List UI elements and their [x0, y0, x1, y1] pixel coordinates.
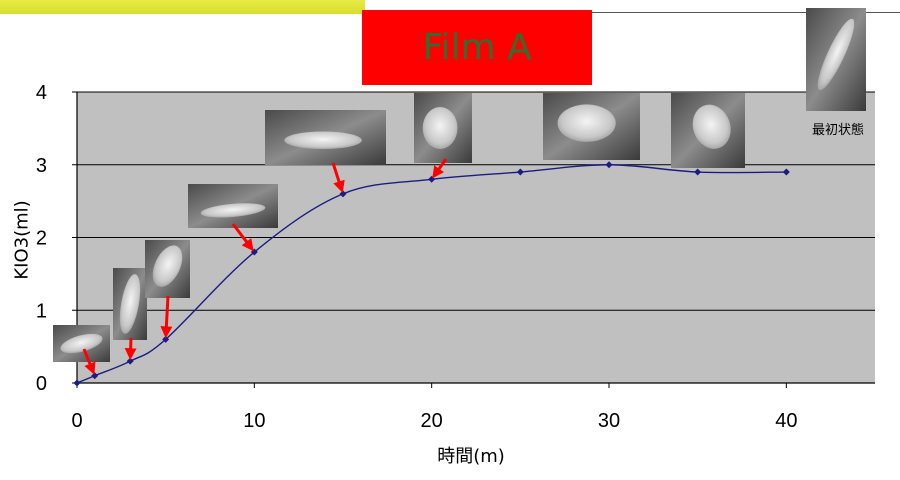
photo-film-sample — [557, 104, 616, 142]
x-tick-label: 30 — [598, 410, 620, 432]
red-arrow — [82, 348, 96, 375]
red-arrow — [124, 337, 137, 361]
data-points — [73, 161, 790, 387]
sample-photo — [543, 93, 640, 160]
data-point — [694, 168, 702, 176]
data-point — [605, 161, 613, 169]
sample-photo — [188, 184, 278, 228]
y-tick-label: 3 — [36, 155, 47, 177]
y-tick-label: 4 — [36, 82, 47, 104]
y-tick-label: 1 — [36, 300, 47, 322]
sample-photo — [53, 325, 110, 362]
data-point — [73, 379, 81, 387]
y-tick-label: 2 — [36, 228, 47, 250]
red-arrow — [331, 162, 345, 193]
initial-state-label: 最初状態 — [811, 123, 865, 138]
chart-title: Film A — [422, 26, 532, 68]
initial-state-photo — [806, 8, 866, 111]
x-tick-label: 10 — [243, 410, 265, 432]
header-accent-bar — [0, 0, 365, 14]
photo-film-sample — [60, 333, 103, 354]
photo-arrows — [82, 158, 448, 375]
photo-film-sample — [284, 131, 362, 150]
sample-photo — [265, 110, 386, 165]
red-arrow — [231, 223, 254, 252]
sample-photo — [671, 93, 745, 168]
header-rule — [365, 12, 900, 13]
data-point — [516, 168, 524, 176]
sample-photo — [414, 93, 472, 163]
sample-photos — [53, 8, 866, 362]
x-tick-label: 20 — [421, 410, 443, 432]
data-point — [782, 168, 790, 176]
chart-title-box: Film A — [362, 10, 592, 85]
y-tick-label: 0 — [36, 373, 47, 395]
photo-film-sample — [692, 104, 731, 149]
red-arrow — [160, 295, 173, 339]
photo-film-sample — [817, 18, 855, 91]
red-arrow — [432, 158, 448, 179]
x-axis-label: 時間(m) — [437, 446, 505, 467]
sample-photo — [113, 268, 147, 340]
photo-film-sample — [119, 274, 141, 334]
photo-film-sample — [200, 203, 266, 218]
photo-film-sample — [422, 107, 458, 149]
y-axis-label: KIO3(ml) — [11, 200, 33, 280]
photo-film-sample — [152, 245, 183, 287]
x-tick-label: 0 — [71, 410, 82, 432]
sample-photo — [145, 240, 190, 298]
x-tick-label: 40 — [775, 410, 797, 432]
